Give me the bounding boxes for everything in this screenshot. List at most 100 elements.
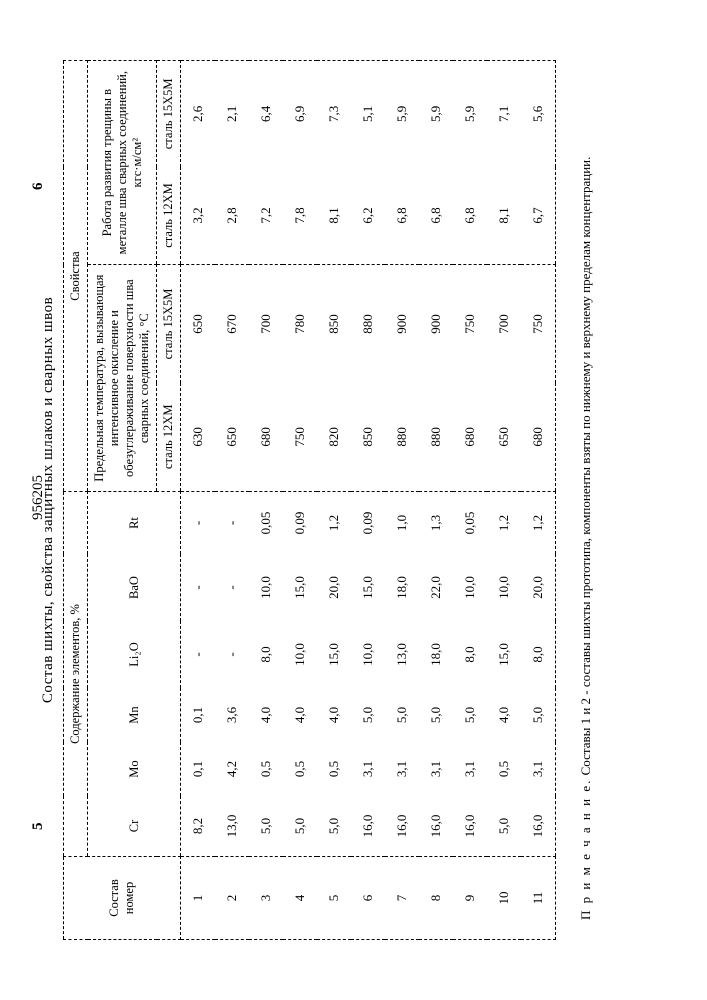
cell-t12: 820 (317, 383, 351, 492)
cell-rt: 1,2 (521, 492, 556, 555)
cell-mo: 3,1 (351, 742, 385, 796)
cell-mo: 0,1 (181, 742, 216, 796)
col-header-cr: Cr (88, 796, 181, 857)
cell-li2o: - (181, 621, 216, 688)
cell-li2o: 8,0 (453, 621, 487, 688)
cell-t12: 750 (283, 383, 317, 492)
col-header-bao: BaO (88, 554, 181, 621)
cell-num: 4 (283, 857, 317, 940)
cell-c15: 2,1 (215, 61, 249, 167)
cell-c12: 2,8 (215, 167, 249, 265)
cell-li2o: 18,0 (419, 621, 453, 688)
col-header-rt: Rt (88, 492, 181, 555)
cell-c12: 7,8 (283, 167, 317, 265)
cell-rt: - (215, 492, 249, 555)
cell-rt: - (181, 492, 216, 555)
cell-t15: 670 (215, 265, 249, 383)
cell-rt: 0,05 (249, 492, 283, 555)
cell-c15: 7,1 (487, 61, 521, 167)
cell-c12: 3,2 (181, 167, 216, 265)
cell-num: 1 (181, 857, 216, 940)
table-row: 816,03,15,018,022,01,38809006,85,9 (419, 61, 453, 940)
col-header-temp-15x5m: сталь 15Х5М (157, 265, 181, 383)
cell-c15: 5,1 (351, 61, 385, 167)
cell-t15: 880 (351, 265, 385, 383)
cell-t12: 680 (249, 383, 283, 492)
cell-mn: 4,0 (317, 688, 351, 742)
table-row: 105,00,54,015,010,01,26507008,17,1 (487, 61, 521, 940)
cell-mo: 0,5 (317, 742, 351, 796)
footnote-lead: П р и м е ч а н и е. (578, 779, 593, 920)
cell-cr: 16,0 (419, 796, 453, 857)
cell-c12: 8,1 (317, 167, 351, 265)
cell-bao: 15,0 (283, 554, 317, 621)
cell-c12: 6,8 (385, 167, 419, 265)
cell-rt: 1,2 (487, 492, 521, 555)
cell-mn: 0,1 (181, 688, 216, 742)
cell-bao: 10,0 (487, 554, 521, 621)
table-row: 213,04,23,6---6506702,82,1 (215, 61, 249, 940)
table-row: 716,03,15,013,018,01,08809006,85,9 (385, 61, 419, 940)
cell-t15: 700 (487, 265, 521, 383)
cell-bao: 22,0 (419, 554, 453, 621)
cell-t15: 900 (419, 265, 453, 383)
patent-number: 956205 (30, 475, 47, 520)
table-row: 45,00,54,010,015,00,097507807,86,9 (283, 61, 317, 940)
cell-c12: 8,1 (487, 167, 521, 265)
cell-c15: 5,9 (385, 61, 419, 167)
table-row: 18,20,10,1---6306503,22,6 (181, 61, 216, 940)
cell-c12: 6,7 (521, 167, 556, 265)
cell-mn: 5,0 (521, 688, 556, 742)
cell-cr: 5,0 (283, 796, 317, 857)
cell-cr: 16,0 (453, 796, 487, 857)
cell-bao: 10,0 (249, 554, 283, 621)
cell-rt: 0,09 (351, 492, 385, 555)
col-header-temp: Предельная температура, вызывающая интен… (88, 265, 157, 492)
cell-rt: 0,05 (453, 492, 487, 555)
cell-c15: 6,4 (249, 61, 283, 167)
cell-c15: 2,6 (181, 61, 216, 167)
cell-t15: 750 (453, 265, 487, 383)
cell-t12: 680 (453, 383, 487, 492)
cell-t12: 880 (385, 383, 419, 492)
cell-bao: - (181, 554, 216, 621)
col-header-crack-12xm: сталь 12ХМ (157, 167, 181, 265)
col-header-crack-15x5m: сталь 15Х5М (157, 61, 181, 167)
cell-mn: 3,6 (215, 688, 249, 742)
col-header-mn: Mn (88, 688, 181, 742)
cell-num: 10 (487, 857, 521, 940)
table-row: 616,03,15,010,015,00,098508806,25,1 (351, 61, 385, 940)
cell-mo: 0,5 (249, 742, 283, 796)
col-group-content: Содержание элементов, % (64, 492, 88, 857)
table-row: 1116,03,15,08,020,01,26807506,75,6 (521, 61, 556, 940)
cell-bao: 20,0 (317, 554, 351, 621)
table-row: 916,03,15,08,010,00,056807506,85,9 (453, 61, 487, 940)
cell-mo: 3,1 (453, 742, 487, 796)
cell-t15: 700 (249, 265, 283, 383)
cell-bao: 20,0 (521, 554, 556, 621)
cell-mo: 4,2 (215, 742, 249, 796)
cell-mo: 3,1 (385, 742, 419, 796)
cell-cr: 16,0 (385, 796, 419, 857)
table-footnote: П р и м е ч а н и е. Составы 1 и 2 - сос… (576, 60, 596, 940)
col-header-crack: Работа развития трещины в металле шва св… (88, 61, 157, 265)
cell-t12: 650 (487, 383, 521, 492)
cell-num: 11 (521, 857, 556, 940)
cell-cr: 5,0 (249, 796, 283, 857)
col-header-temp-12xm: сталь 12ХМ (157, 383, 181, 492)
cell-cr: 16,0 (521, 796, 556, 857)
cell-num: 8 (419, 857, 453, 940)
cell-c15: 7,3 (317, 61, 351, 167)
cell-c12: 7,2 (249, 167, 283, 265)
cell-mo: 3,1 (419, 742, 453, 796)
cell-bao: - (215, 554, 249, 621)
cell-cr: 16,0 (351, 796, 385, 857)
cell-li2o: 10,0 (351, 621, 385, 688)
cell-cr: 5,0 (487, 796, 521, 857)
cell-mo: 0,5 (283, 742, 317, 796)
cell-mn: 4,0 (283, 688, 317, 742)
cell-t12: 630 (181, 383, 216, 492)
cell-mn: 5,0 (453, 688, 487, 742)
cell-num: 3 (249, 857, 283, 940)
cell-mn: 4,0 (487, 688, 521, 742)
